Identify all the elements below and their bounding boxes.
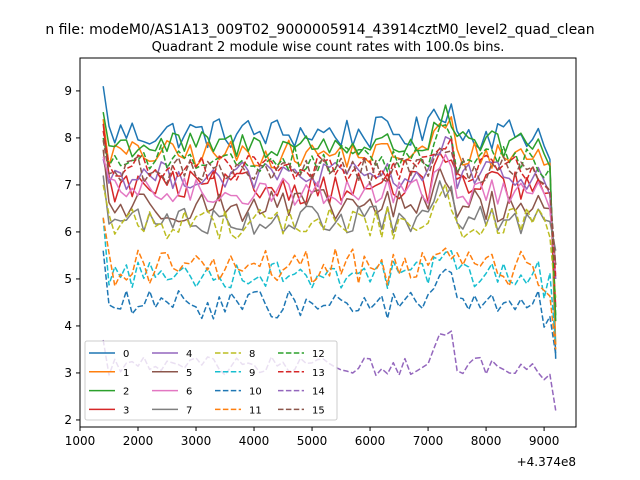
series-line-8 [102,183,557,298]
x-tick-label: 7000 [413,434,444,448]
legend-label-5: 5 [186,368,192,379]
legend-label-0: 0 [123,349,129,360]
legend-label-7: 7 [186,405,192,416]
series-line-12 [102,124,557,317]
y-tick-label: 4 [64,319,72,333]
y-tick-label: 3 [64,366,72,380]
legend-label-10: 10 [249,387,262,398]
legend-label-4: 4 [186,349,192,360]
x-tick-label: 5000 [297,434,328,448]
x-tick-label: 4000 [239,434,270,448]
y-tick-label: 6 [64,225,72,239]
x-tick-label: 2000 [123,434,154,448]
x-tick-label: 8000 [471,434,502,448]
series-line-15 [102,140,557,265]
y-tick-label: 2 [64,413,72,427]
series-line-5 [102,149,557,265]
x-axis-offset-label: +4.374e8 [517,455,576,469]
series-line-11 [102,217,557,350]
axes-layer: 1000 2000 3000 4000 5000 6000 7000 8000 9000 2 3 4 5… [64,84,559,448]
legend-label-3: 3 [123,405,129,416]
legend-label-13: 13 [312,368,325,379]
series-line-0 [102,86,557,359]
series-line-10 [102,250,557,355]
legend-label-11: 11 [249,405,262,416]
legend-label-1: 1 [123,368,129,379]
x-tick-label: 9000 [529,434,560,448]
legend-label-6: 6 [186,387,192,398]
x-tick-label: 3000 [181,434,212,448]
plot-frame [79,57,577,428]
chart-title: Quadrant 2 module wise count rates with … [152,40,505,55]
legend-label-9: 9 [249,368,255,379]
y-tick-label: 5 [64,272,72,286]
legend-frame [84,340,338,421]
legend-label-2: 2 [123,387,129,398]
y-tick-label: 9 [64,84,72,98]
legend-label-15: 15 [312,405,325,416]
y-tick-label: 7 [64,178,72,192]
legend-label-12: 12 [312,349,325,360]
series-line-4 [102,136,557,279]
series-layer [102,86,557,411]
series-line-2 [102,104,557,322]
x-tick-label: 6000 [355,434,386,448]
series-line-1 [102,116,557,345]
series-line-7 [102,175,557,251]
series-line-9 [102,217,557,345]
figure-suptitle: n file: modeM0/AS1A13_009T02_9000005914_… [45,22,594,38]
series-line-13 [102,130,557,279]
x-tick-label: 1000 [65,434,96,448]
y-tick-label: 8 [64,131,72,145]
legend-label-8: 8 [249,349,255,360]
legend-label-14: 14 [312,387,325,398]
